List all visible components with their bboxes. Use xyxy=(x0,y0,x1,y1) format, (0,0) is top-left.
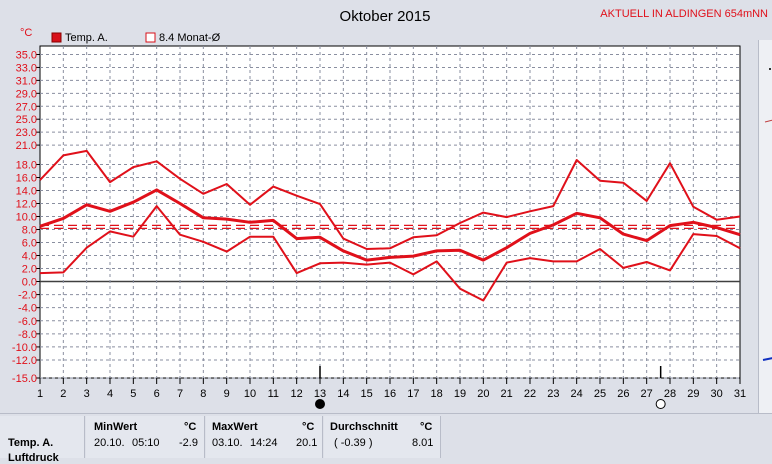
series-lines xyxy=(39,149,741,302)
x-tick-label: 3 xyxy=(84,388,90,400)
x-tick-label: 2 xyxy=(60,388,66,400)
average-value: 8.01 xyxy=(412,437,434,449)
min-unit: °C xyxy=(184,421,197,433)
max-date: 03.10. xyxy=(212,437,243,449)
x-tick-label: 20 xyxy=(477,388,489,400)
y-tick-label: 21.0 xyxy=(16,140,37,152)
average-deviation: ( -0.39 ) xyxy=(334,437,373,449)
station-label: AKTUELL IN ALDINGEN 654mNN xyxy=(600,8,768,20)
x-tick-label: 17 xyxy=(407,388,419,400)
full-moon-icon xyxy=(655,399,666,409)
y-tick-label: 18.0 xyxy=(16,160,37,172)
y-tick-label: -15.0 xyxy=(12,373,37,385)
x-tick-label: 28 xyxy=(664,388,676,400)
max-header: MaxWert xyxy=(212,421,258,433)
monthly-average-line xyxy=(40,224,740,229)
y-tick-label: 6.0 xyxy=(22,238,37,250)
x-tick-label: 14 xyxy=(337,388,349,400)
y-tick-labels: 35.033.031.029.027.025.023.021.0 18.016.0… xyxy=(12,50,37,386)
x-tick-label: 7 xyxy=(177,388,183,400)
x-tick-label: 15 xyxy=(361,388,373,400)
temperature-chart: 35.033.031.029.027.025.023.021.018.016.0… xyxy=(11,8,769,409)
y-tick-label: -8.0 xyxy=(18,329,37,341)
x-tick-label: 12 xyxy=(291,388,303,400)
max-value: 20.1 xyxy=(296,437,318,449)
average-unit: °C xyxy=(420,421,433,433)
y-tick-label: -10.0 xyxy=(12,342,37,354)
x-tick-label: 24 xyxy=(571,388,583,400)
new-moon-icon xyxy=(315,399,325,409)
right-side-panel xyxy=(758,40,772,413)
x-tick-label: 23 xyxy=(547,388,559,400)
stats-min-cell: MinWert °C 20.10. 05:10 -2.9 xyxy=(86,416,205,458)
y-tick-label: -6.0 xyxy=(18,316,37,328)
x-tick-label: 21 xyxy=(501,388,513,400)
y-tick-label: 10.0 xyxy=(16,212,37,224)
x-tick-label: 29 xyxy=(687,388,699,400)
y-tick-label: 14.0 xyxy=(16,186,37,198)
average-header: Durchschnitt xyxy=(330,421,398,433)
x-tick-label: 27 xyxy=(641,388,653,400)
x-tick-label: 5 xyxy=(130,388,136,400)
max-time: 14:24 xyxy=(250,437,278,449)
y-tick-label: -4.0 xyxy=(18,303,37,315)
y-tick-label: 33.0 xyxy=(16,62,37,74)
y-tick-label: -12.0 xyxy=(12,355,37,367)
x-tick-label: 19 xyxy=(454,388,466,400)
stats-row-label-2: Luftdruck xyxy=(8,452,59,464)
max-unit: °C xyxy=(302,421,315,433)
stats-label-cell: Temp. A. Luftdruck xyxy=(0,416,85,464)
x-tick-label: 16 xyxy=(384,388,396,400)
legend-label-average: 8.4 Monat-Ø xyxy=(159,32,221,44)
min-time: 05:10 xyxy=(132,437,160,449)
chart-title: Oktober 2015 xyxy=(340,8,431,25)
x-tick-label: 4 xyxy=(107,388,113,400)
grid-lines xyxy=(36,46,741,384)
y-tick-label: 27.0 xyxy=(16,101,37,113)
y-tick-label: 8.0 xyxy=(22,225,37,237)
y-tick-label: 35.0 xyxy=(16,50,37,62)
x-tick-label: 13 xyxy=(314,388,326,400)
x-tick-label: 11 xyxy=(268,388,279,400)
x-tick-labels: 1 2 3 4 5 6 7 8 9 10 11 12 13 14 15 16 17 18 19 20 21 22 23 24 2… xyxy=(37,388,746,400)
min-header: MinWert xyxy=(94,421,138,433)
y-tick-label: 16.0 xyxy=(16,173,37,185)
x-tick-label: 31 xyxy=(734,388,746,400)
stats-average-cell: Durchschnitt °C ( -0.39 ) 8.01 xyxy=(324,416,441,458)
y-tick-label: 4.0 xyxy=(22,251,37,263)
min-value: -2.9 xyxy=(179,437,198,449)
y-tick-label: 31.0 xyxy=(16,75,37,87)
legend-swatch-temp xyxy=(51,32,62,43)
y-tick-label: 12.0 xyxy=(16,199,37,211)
series-line-tmin xyxy=(39,205,741,302)
x-tick-label: 30 xyxy=(711,388,723,400)
y-tick-label: 23.0 xyxy=(16,127,37,139)
y-tick-label: 0.0 xyxy=(22,277,37,289)
x-tick-label: 26 xyxy=(617,388,629,400)
x-tick-label: 9 xyxy=(224,388,230,400)
x-tick-label: 22 xyxy=(524,388,536,400)
y-tick-label: -2.0 xyxy=(18,290,37,302)
moon-phase-markers xyxy=(315,366,666,409)
x-tick-label: 1 xyxy=(37,388,43,400)
series-line-tmean xyxy=(39,188,741,262)
legend-label-temp: Temp. A. xyxy=(65,32,108,44)
x-tick-label: 6 xyxy=(154,388,160,400)
x-tick-label: 25 xyxy=(594,388,606,400)
y-tick-label: 29.0 xyxy=(16,88,37,100)
min-date: 20.10. xyxy=(94,437,125,449)
y-axis-unit: °C xyxy=(20,27,32,39)
legend-swatch-average xyxy=(145,32,156,43)
stats-max-cell: MaxWert °C 03.10. 14:24 20.1 xyxy=(206,416,323,458)
x-tick-label: 8 xyxy=(200,388,206,400)
x-tick-label: 10 xyxy=(244,388,256,400)
x-tick-label: 18 xyxy=(431,388,443,400)
series-line-tmax xyxy=(39,149,741,250)
y-tick-label: 25.0 xyxy=(16,114,37,126)
stats-row-label: Temp. A. xyxy=(8,437,54,449)
y-tick-label: 2.0 xyxy=(22,264,37,276)
